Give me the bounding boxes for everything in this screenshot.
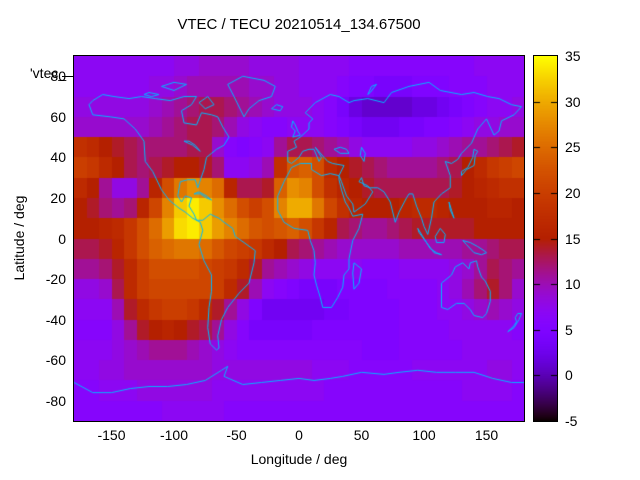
colorbar-tick-label: -5: [565, 413, 578, 429]
colorbar-border: [533, 55, 558, 422]
colorbar-tick-label: 0: [565, 367, 573, 384]
colorbar-tick-label: 20: [565, 184, 581, 201]
x-tick-label: 100: [412, 427, 436, 443]
y-tick-label: 80: [50, 68, 66, 85]
x-tick-label: -100: [159, 427, 189, 443]
y-tick-label: -60: [45, 352, 66, 369]
colorbar-canvas: [534, 56, 557, 421]
colorbar-tick-label: 35: [565, 48, 581, 64]
y-tick-label: 60: [50, 108, 66, 125]
chart-title: VTEC / TECU 20210514_134.67500: [177, 16, 421, 33]
colorbar-tick-label: 15: [565, 230, 581, 247]
plot-border: [73, 55, 525, 422]
y-tick-label: -40: [45, 311, 66, 328]
x-axis-label: Longitude / deg: [250, 451, 348, 467]
x-tick-label: 150: [474, 427, 499, 443]
x-tick-label: -50: [226, 427, 247, 443]
y-tick-label: -80: [45, 392, 66, 409]
y-tick-label: -20: [45, 271, 66, 288]
colorbar-tick-label: 5: [565, 321, 573, 338]
vtec-heatmap-canvas[interactable]: [74, 56, 524, 421]
y-tick-label: 0: [58, 230, 66, 247]
colorbar-tick-label: 25: [565, 139, 581, 156]
y-tick-label: 40: [50, 149, 66, 166]
colorbar-tick-label: 30: [565, 93, 581, 110]
key-sample-line: [62, 76, 74, 77]
x-tick-label: 0: [295, 427, 303, 443]
colorbar-tick-label: 10: [565, 276, 581, 293]
key-label: 'vtec_: [30, 65, 67, 81]
y-tick-label: 20: [50, 189, 66, 206]
x-tick-label: -150: [97, 427, 126, 443]
x-tick-label: 50: [353, 427, 370, 443]
